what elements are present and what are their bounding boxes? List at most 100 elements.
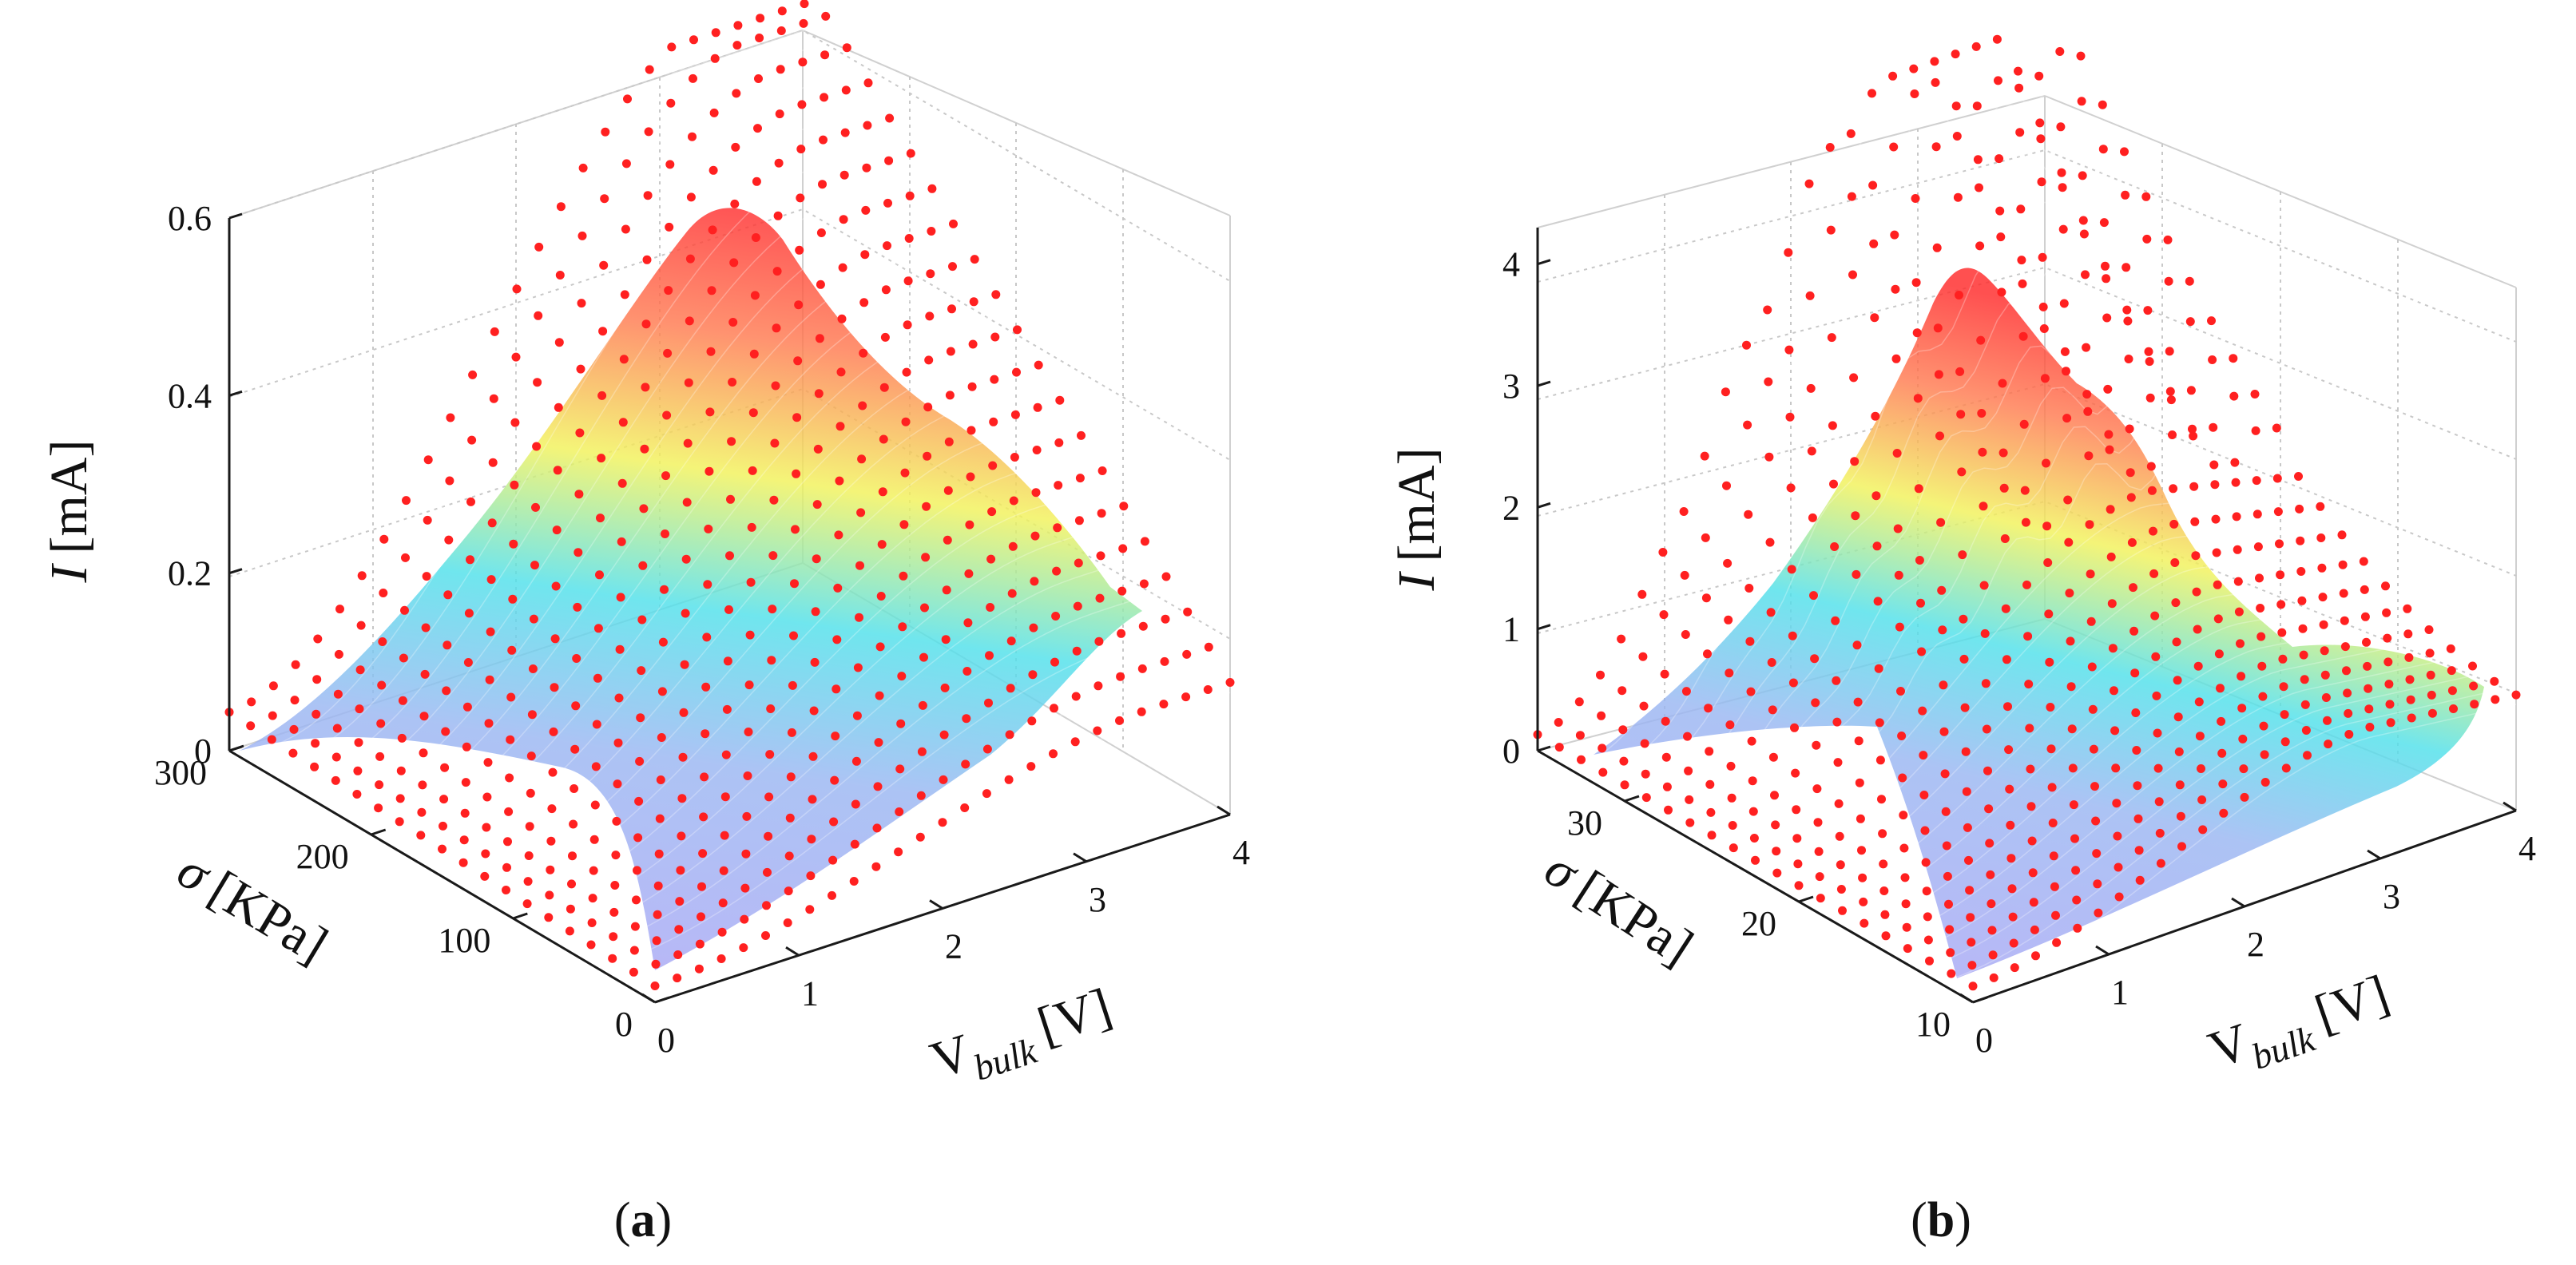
panel-a-measured-point: [1055, 395, 1065, 405]
panel-b-mesh-line: [1798, 545, 2343, 892]
panel-b-measured-point: [2406, 695, 2415, 704]
panel-a-measured-point: [925, 311, 935, 321]
panel-a-measured-point: [621, 159, 631, 169]
panel-b-measured-point: [1833, 758, 1843, 767]
panel-a-measured-point: [836, 367, 846, 377]
panel-a-measured-point: [772, 267, 782, 276]
panel-b-measured-point: [2084, 451, 2094, 461]
panel-a-measured-point: [681, 554, 691, 564]
panel-a-measured-point: [599, 260, 609, 270]
panel-b-measured-point: [1744, 584, 1754, 593]
panel-b-measured-point: [1976, 335, 1986, 345]
panel-b-surface-mesh: [1537, 67, 2517, 993]
panel-a-measured-point: [740, 883, 750, 893]
panel-b-measured-point: [1978, 447, 1987, 457]
panel-a-x-tick-1: [785, 946, 800, 957]
panel-a-measured-point: [467, 435, 477, 445]
panel-a-measured-point: [853, 663, 863, 672]
panel-b-measured-point: [1891, 284, 1900, 294]
panel-a-z-tick-label-2: 0.4: [168, 376, 212, 415]
panel-b-measured-point: [1879, 886, 1889, 895]
panel-b-measured-point: [2218, 779, 2228, 789]
panel-b-measured-point: [1959, 614, 1968, 624]
panel-b-measured-point: [2014, 83, 2024, 93]
panel-a-measured-point: [661, 471, 670, 481]
panel-a-measured-point: [462, 702, 472, 712]
panel-a-z-tick-label-1: 0.2: [168, 554, 212, 593]
panel-a-measured-point: [685, 316, 694, 326]
panel-a-measured-point: [722, 704, 732, 714]
panel-a-measured-point: [706, 347, 716, 356]
panel-b-surface: [1537, 67, 2517, 993]
panel-b-measured-point: [2191, 551, 2201, 561]
panel-a-mesh-line: [484, 416, 1061, 883]
panel-a-measured-point: [657, 733, 666, 742]
panel-a-measured-point: [894, 847, 903, 857]
panel-a-measured-point: [814, 389, 824, 399]
panel-b-measured-point: [1899, 811, 1908, 820]
panel-a-measured-point: [510, 480, 519, 490]
panel-b-measured-point: [1868, 180, 1878, 190]
panel-a-measured-point: [701, 729, 710, 739]
panel-b-measured-point: [2275, 539, 2284, 549]
panel-a-measured-point: [570, 744, 580, 754]
panel-a-measured-point: [1008, 541, 1018, 551]
panel-a-measured-point: [506, 735, 515, 744]
panel-a-measured-point: [570, 784, 579, 793]
panel-a-measured-point: [416, 831, 426, 840]
panel-a-measured-point: [788, 680, 797, 690]
panel-a-measured-point: [740, 914, 749, 924]
panel-a-y-tick-2: [371, 828, 387, 836]
panel-b-measured-point: [2427, 690, 2436, 700]
panel-b-measured-point: [1854, 736, 1864, 746]
panel-a-measured-point: [288, 748, 298, 758]
panel-a-measured-point: [800, 0, 809, 9]
panel-b-measured-point: [2153, 728, 2162, 738]
panel-b-x-tick-label-0: 0: [1975, 1021, 1993, 1060]
panel-b-measured-point: [1745, 636, 1755, 646]
panel-b-measured-point: [1975, 183, 1983, 192]
panel-a-measured-point: [378, 637, 387, 646]
panel-a-measured-point: [550, 634, 560, 644]
panel-b-measured-point: [2217, 716, 2226, 726]
panel-b-measured-point: [1661, 716, 1670, 726]
panel-b-measured-point: [1705, 779, 1715, 789]
panel-a-measured-point: [658, 637, 668, 647]
panel-b-measured-point: [1784, 345, 1794, 355]
panel-a-measured-point: [858, 401, 867, 410]
panel-b-measured-point: [1919, 751, 1928, 760]
panel-a-measured-point: [1138, 621, 1148, 631]
panel-b-measured-point: [2111, 763, 2121, 773]
panel-b-measured-point: [2168, 430, 2177, 439]
panel-a-measured-point: [904, 234, 914, 243]
panel-b-measured-point: [2039, 324, 2049, 333]
panel-a-measured-point: [1161, 614, 1170, 624]
panel-b-measured-point: [1879, 859, 1888, 869]
panel-a-measured-point: [784, 886, 793, 896]
panel-a-measured-point: [732, 41, 742, 50]
panel-b-measured-point: [1986, 870, 1995, 879]
panel-b-measured-point: [2212, 548, 2221, 557]
panel-a-measured-point: [970, 255, 979, 264]
panel-b-measured-point: [2260, 778, 2270, 787]
panel-a-measured-point: [785, 813, 795, 823]
panel-b-measured-point: [1917, 647, 1927, 656]
panel-b-measured-point: [2090, 782, 2099, 791]
panel-a-measured-point: [947, 304, 956, 314]
panel-b-measured-point: [1898, 773, 1907, 783]
panel-b-measured-point: [1729, 843, 1738, 853]
panel-b-measured-point: [1664, 805, 1673, 815]
panel-a-measured-point: [1012, 367, 1021, 377]
panel-a-measured-point: [247, 697, 256, 707]
panel-b-mesh-line: [1646, 291, 2190, 804]
panel-b-measured-point: [2058, 183, 2067, 192]
panel-a-measured-point: [851, 799, 860, 809]
panel-a-measured-point: [630, 922, 640, 931]
panel-a-measured-point: [851, 756, 861, 766]
panel-b-measured-point: [2002, 655, 2011, 664]
panel-a-measured-point: [1119, 502, 1129, 511]
panel-a-measured-point: [940, 683, 950, 692]
panel-b-measured-point: [2469, 681, 2479, 691]
panel-a-measured-point: [808, 795, 817, 804]
panel-a-measured-point: [1139, 579, 1149, 589]
